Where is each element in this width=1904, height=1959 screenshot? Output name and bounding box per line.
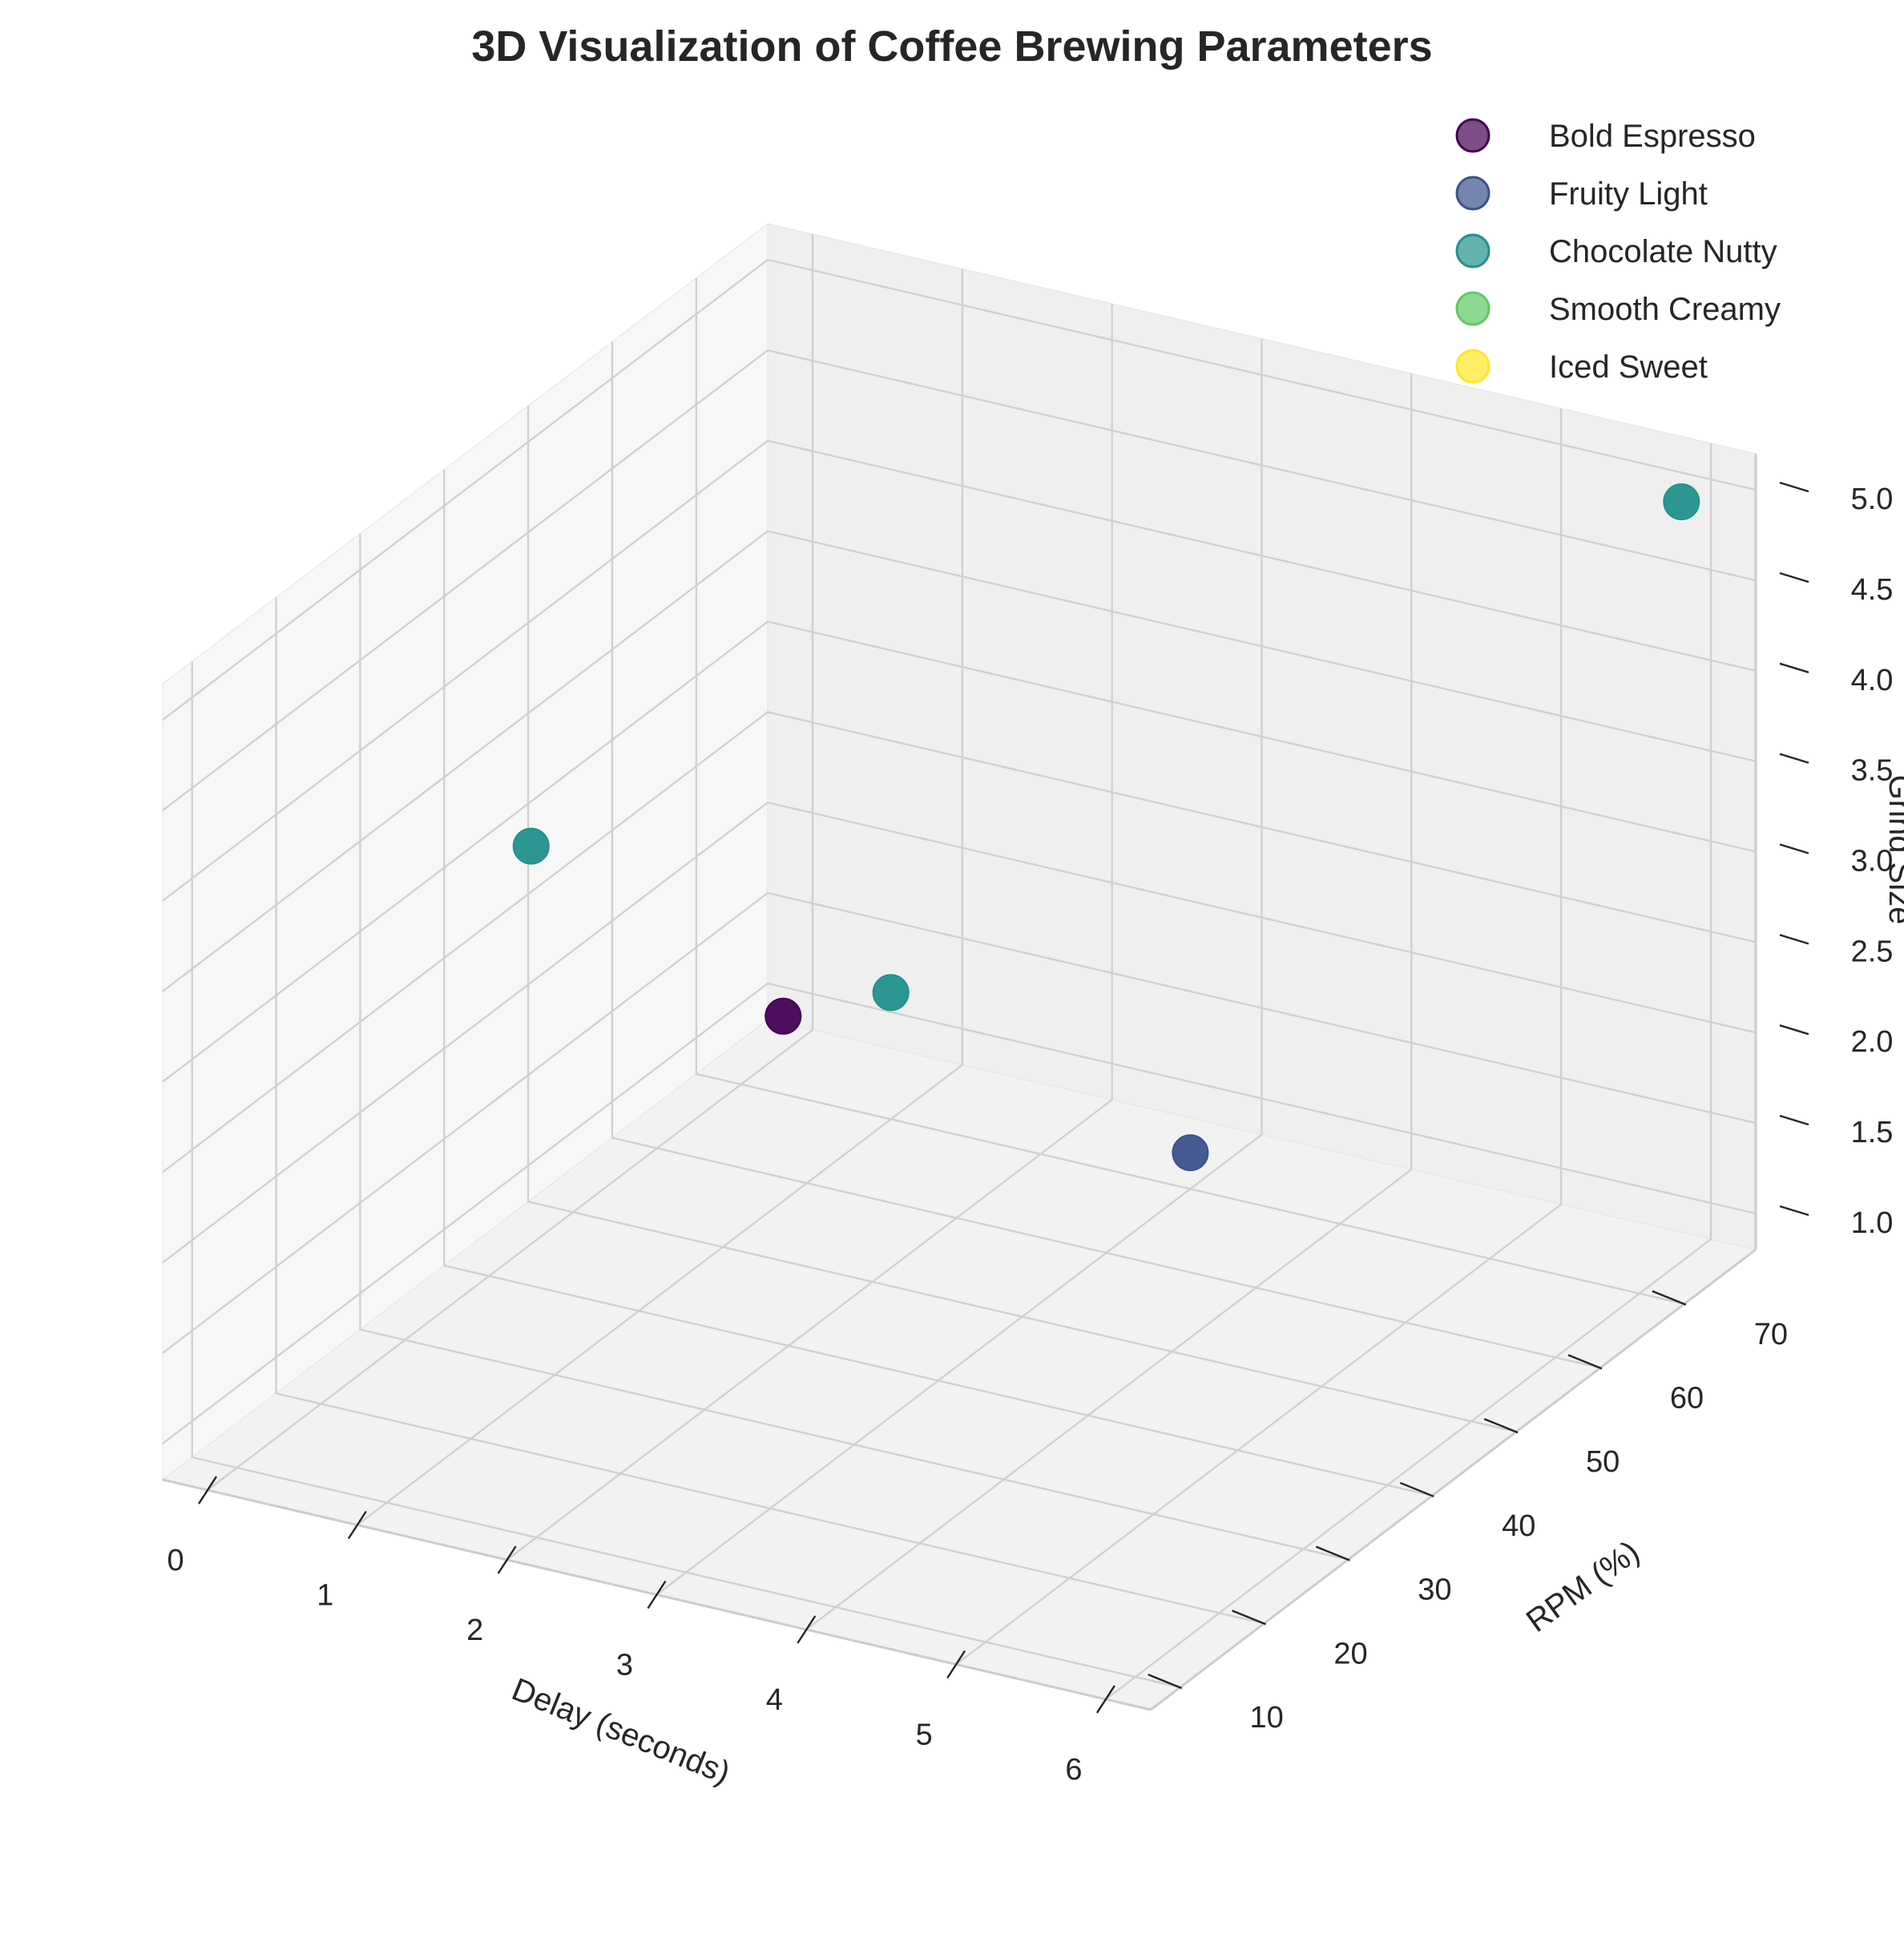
z-tick (1779, 1205, 1809, 1217)
grid-line-x (207, 234, 814, 1491)
grid-line-x (506, 304, 1113, 1561)
grid-line-x (357, 269, 964, 1526)
data-point (512, 827, 550, 865)
x-tick (647, 1580, 667, 1610)
y-tick (1232, 1610, 1267, 1626)
z-tick (1779, 1114, 1809, 1126)
axis-panes (161, 222, 1757, 1711)
grid-line-z (162, 711, 1757, 1173)
data-points (512, 483, 1700, 1172)
legend-label: Chocolate Nutty (1549, 234, 1777, 269)
y-tick-label: 20 (1333, 1637, 1367, 1670)
y-tick (1399, 1481, 1434, 1498)
grid-line-y (526, 406, 1517, 1433)
grid-line-y (695, 277, 1685, 1305)
tick-marks (198, 481, 1809, 1714)
y-tick-label: 30 (1418, 1573, 1451, 1607)
x-tick-label: 0 (167, 1544, 184, 1577)
z-axis-label: Grind Size (1882, 775, 1904, 925)
x-tick-label: 1 (317, 1579, 333, 1613)
x-tick (347, 1510, 367, 1540)
y-tick (1148, 1673, 1183, 1690)
y-tick-label: 60 (1670, 1381, 1704, 1415)
grid-line-z (162, 891, 1757, 1354)
data-point (764, 997, 802, 1035)
grid-line-y (611, 341, 1601, 1369)
legend-marker (1455, 233, 1491, 269)
y-tick-label: 40 (1502, 1509, 1535, 1543)
grid-line-z (162, 620, 1757, 1083)
grid-lines (162, 234, 1757, 1700)
tick-labels: 0 1 2 3 4 5 6 10 20 30 40 50 60 70 1.0 1.5 2.0 2.5 3.0 3.5 4… (167, 483, 1893, 1787)
z-tick (1779, 934, 1809, 945)
x-tick (797, 1615, 817, 1644)
legend-label: Smooth Creamy (1549, 292, 1781, 327)
y-axis-line (1150, 1248, 1757, 1711)
legend-marker (1455, 176, 1491, 211)
data-point (872, 974, 910, 1012)
y-tick-label: 10 (1250, 1701, 1284, 1735)
grid-line-x (805, 374, 1413, 1630)
grid-line-x (955, 408, 1563, 1666)
y-tick (1315, 1545, 1350, 1561)
x-tick-label: 3 (616, 1649, 633, 1682)
z-tick-label: 2.0 (1851, 1025, 1894, 1059)
legend-label: Fruity Light (1549, 176, 1708, 212)
grid-line-z (162, 349, 1757, 811)
x-tick (946, 1650, 966, 1679)
x-tick (1095, 1685, 1115, 1714)
x-tick (497, 1545, 517, 1574)
legend: Bold Espresso Fruity Light Chocolate Nutty… (1455, 118, 1781, 385)
z-tick (1779, 481, 1809, 493)
grid-line-z (162, 801, 1757, 1264)
y-tick (1567, 1354, 1603, 1370)
grid-line-z (162, 258, 1757, 721)
y-tick-label: 50 (1586, 1445, 1620, 1479)
y-tick-label: 70 (1754, 1318, 1788, 1351)
x-tick-label: 2 (466, 1614, 483, 1647)
data-point (1663, 483, 1700, 520)
z-tick-label: 3.0 (1851, 845, 1894, 879)
grid-line-y (275, 597, 1265, 1625)
z-tick (1779, 1024, 1809, 1036)
legend-marker (1455, 118, 1491, 153)
z-tick-label: 3.5 (1851, 754, 1894, 788)
z-tick (1779, 662, 1809, 673)
legend-label: Bold Espresso (1549, 119, 1756, 154)
legend-marker (1455, 349, 1491, 384)
z-tick-label: 2.5 (1851, 935, 1894, 968)
grid-line-x (656, 338, 1263, 1596)
y-axis-label: RPM (%) (1520, 1534, 1646, 1639)
grid-line-y (191, 661, 1180, 1689)
grid-line-y (359, 533, 1349, 1561)
x-axis-label: Delay (seconds) (507, 1671, 735, 1791)
y-tick (1483, 1418, 1519, 1434)
z-tick-label: 4.0 (1851, 664, 1894, 697)
x-tick-label: 5 (916, 1718, 933, 1751)
grid-line-z (162, 530, 1757, 992)
x-tick-label: 4 (766, 1683, 783, 1717)
grid-line-y (443, 469, 1433, 1497)
z-tick (1779, 843, 1809, 854)
chart-title: 3D Visualization of Coffee Brewing Param… (471, 22, 1432, 71)
legend-marker (1455, 291, 1491, 326)
y-tick (1652, 1290, 1687, 1306)
x-tick (198, 1476, 218, 1505)
legend-label: Iced Sweet (1549, 349, 1708, 385)
z-tick-label: 4.5 (1851, 573, 1894, 607)
x-tick-label: 6 (1065, 1753, 1082, 1787)
data-point (1172, 1134, 1209, 1172)
z-tick (1779, 753, 1809, 764)
grid-line-x (1105, 443, 1712, 1700)
z-tick-label: 1.5 (1851, 1116, 1894, 1149)
grid-line-z (162, 982, 1757, 1444)
z-tick-label: 5.0 (1851, 483, 1894, 516)
grid-line-z (162, 439, 1757, 902)
z-tick-label: 1.0 (1851, 1206, 1894, 1240)
z-tick (1779, 572, 1809, 584)
